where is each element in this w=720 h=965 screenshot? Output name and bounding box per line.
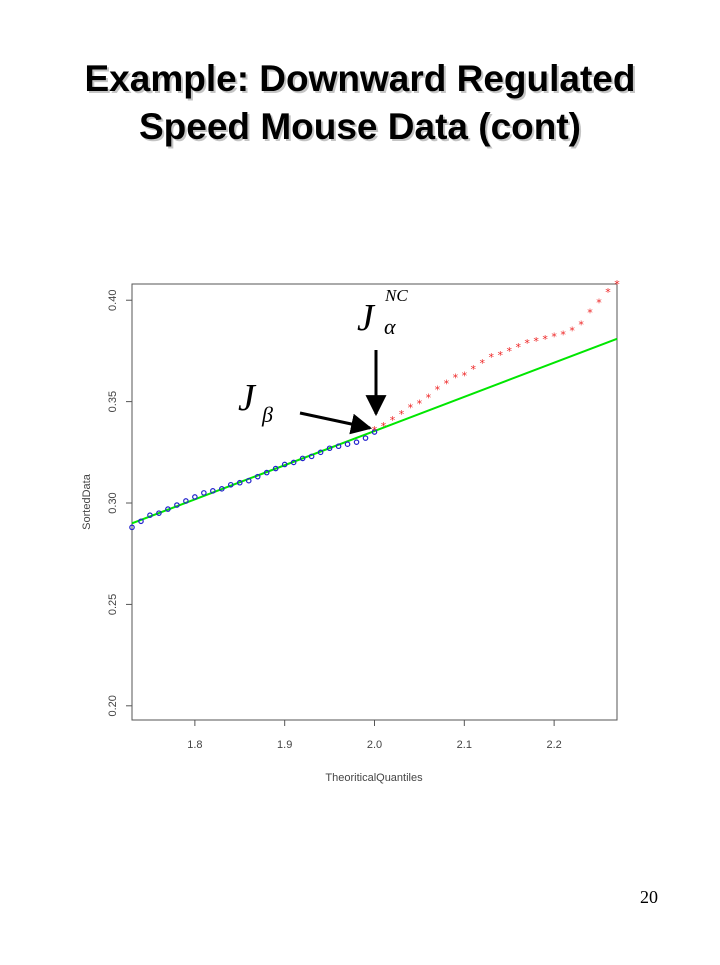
j-alpha-main: J [357, 297, 376, 339]
red-data-point: * [480, 357, 486, 370]
y-tick-label: 0.40 [107, 290, 119, 311]
blue-data-point [335, 443, 342, 450]
blue-data-point [201, 490, 207, 496]
x-tick-label: 2.1 [457, 739, 472, 751]
blue-data-point [236, 479, 243, 486]
red-data-point: * [372, 424, 378, 437]
red-data-point: * [533, 335, 539, 348]
title-line-1: Example: Downward Regulated [84, 58, 636, 99]
x-tick-label: 1.9 [277, 739, 292, 751]
red-data-point: * [408, 402, 414, 415]
j-beta-subscript: β [261, 402, 273, 427]
red-data-point: * [497, 349, 503, 362]
y-axis-label: SortedData [81, 473, 93, 530]
y-tick-label: 0.25 [107, 594, 119, 615]
red-data-point: * [551, 331, 557, 344]
red-data-point: * [524, 337, 530, 350]
blue-data-point [326, 445, 333, 452]
y-tick-label: 0.20 [107, 695, 119, 716]
red-data-point: * [381, 420, 387, 433]
red-data-point: * [390, 414, 396, 427]
blue-data-point [353, 439, 360, 445]
blue-data-point [290, 459, 297, 466]
blue-data-point [317, 449, 324, 456]
red-data-point: * [462, 369, 468, 382]
blue-data-point [272, 465, 279, 472]
y-axis: 0.20 0.25 0.30 0.35 0.40 [107, 290, 132, 717]
blue-data-point [362, 435, 369, 441]
red-data-point: * [605, 286, 611, 299]
plot-frame [131, 283, 618, 721]
j-alpha-subscript: α [384, 314, 396, 339]
red-data-point: * [506, 345, 512, 358]
blue-data-point [219, 486, 225, 492]
blue-data-point [210, 488, 216, 494]
blue-data-point [263, 469, 270, 476]
blue-data-point [371, 429, 378, 435]
red-data-point: * [515, 341, 521, 354]
red-data-point: * [569, 325, 575, 338]
blue-data-point [138, 518, 144, 525]
red-data-point: * [399, 408, 405, 421]
x-tick-label: 2.2 [546, 739, 561, 751]
blue-data-point [227, 481, 234, 488]
red-data-point: * [435, 383, 441, 396]
blue-data-point [174, 502, 180, 508]
slide-title: Example: Downward Regulated Speed Mouse … [0, 55, 720, 151]
red-data-point: * [596, 296, 602, 309]
j-beta-arrow [299, 411, 373, 435]
red-data-point: * [444, 377, 450, 390]
y-tick-label: 0.30 [107, 492, 119, 513]
blue-data-point [281, 461, 288, 468]
blue-data-point [165, 506, 171, 512]
x-axis-label: TheoriticalQuantiles [325, 772, 423, 784]
page-number: 20 [640, 887, 658, 907]
j-beta-main: J [238, 377, 257, 419]
red-data-point: * [542, 333, 548, 346]
red-data-point: * [471, 363, 477, 376]
red-data-point: * [560, 329, 566, 342]
blue-data-point [129, 524, 135, 531]
blue-data-point [156, 510, 162, 516]
red-data-point: * [587, 306, 593, 319]
y-tick-label: 0.35 [107, 391, 119, 412]
blue-data-point [308, 453, 315, 460]
blue-data-point [147, 512, 153, 518]
j-alpha-annotation: J NC α [357, 286, 408, 417]
red-data-point: * [417, 398, 423, 411]
j-alpha-superscript: NC [384, 286, 408, 305]
blue-data-point [299, 455, 306, 462]
blue-data-point [192, 494, 198, 500]
red-data-point: * [426, 392, 432, 405]
x-tick-label: 2.0 [367, 739, 382, 751]
x-tick-label: 1.8 [187, 739, 202, 751]
blue-data-point [183, 498, 189, 504]
blue-data-point [254, 473, 261, 480]
data-points-layer: * * * * * * ** * * * * * * * * * * * * * * * ***** [129, 278, 620, 531]
title-line-2: Speed Mouse Data (cont) [139, 106, 581, 147]
red-data-point: * [489, 351, 495, 364]
x-axis: 1.8 1.9 2.0 2.1 2.2 [187, 720, 562, 751]
blue-data-point [344, 441, 351, 448]
red-data-point: * [614, 278, 620, 291]
red-data-point: * [453, 371, 459, 384]
red-data-point: * [578, 319, 584, 332]
blue-data-point [245, 477, 252, 484]
j-beta-annotation: J β [238, 377, 373, 435]
